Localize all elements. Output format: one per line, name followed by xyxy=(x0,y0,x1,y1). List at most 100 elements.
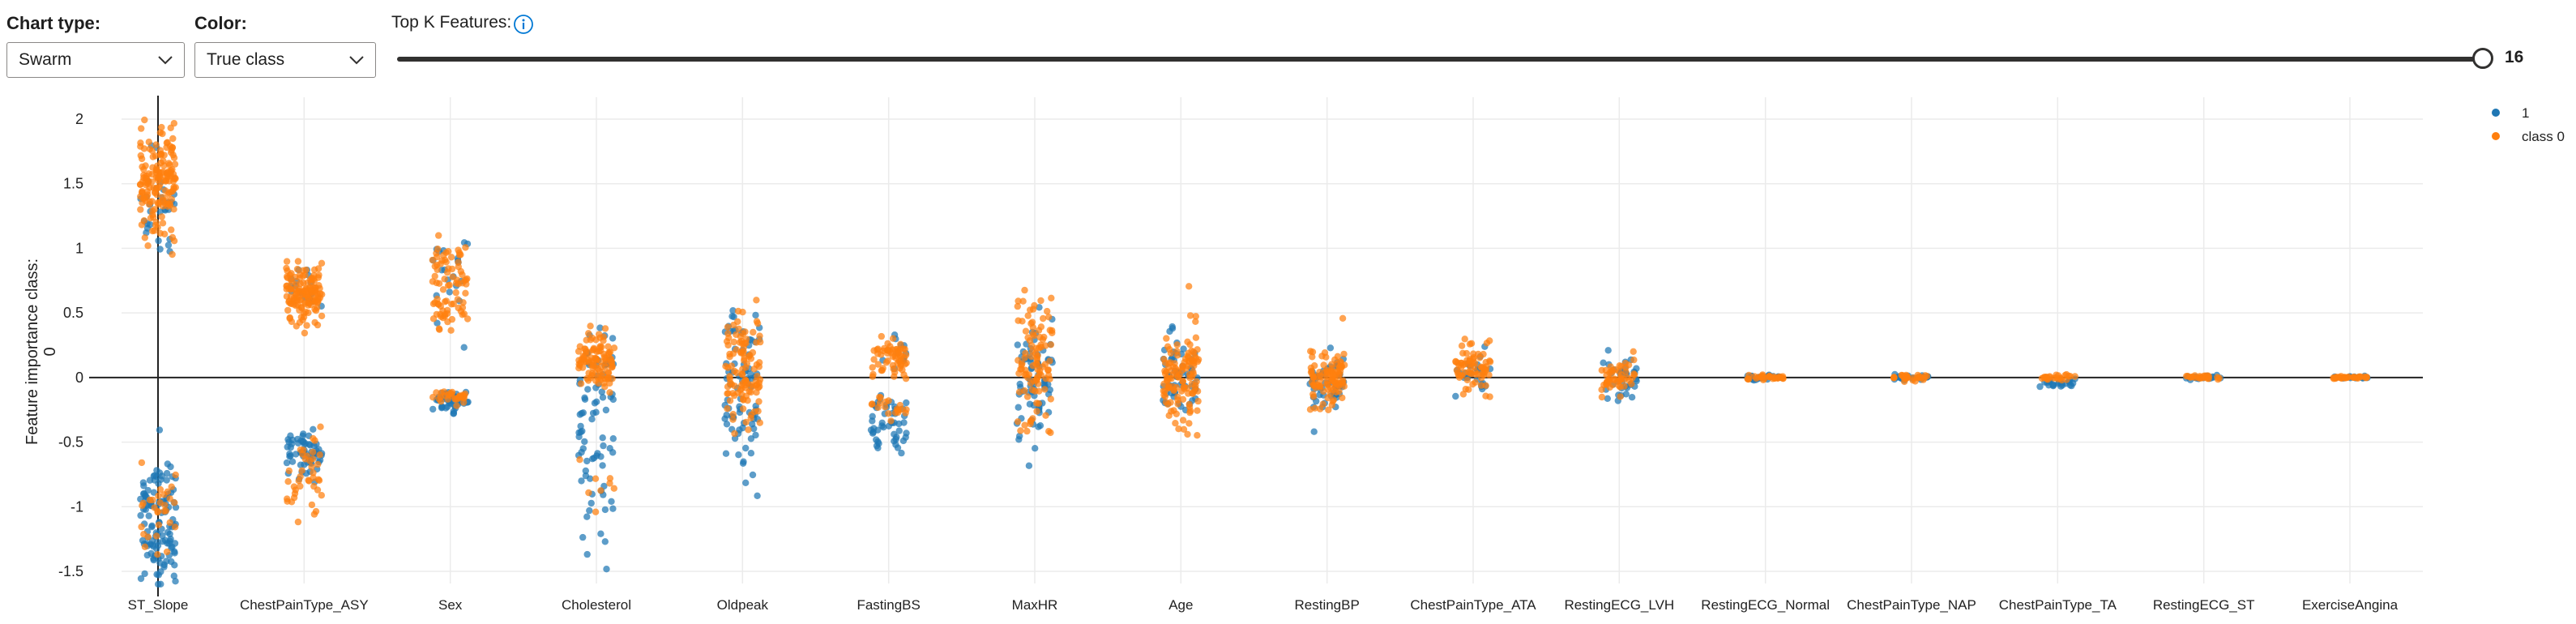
color-dropdown[interactable]: True class xyxy=(194,42,376,78)
legend-label[interactable]: 1 xyxy=(2522,105,2529,121)
data-point-class-0 xyxy=(869,364,876,371)
data-point-class-0 xyxy=(1776,373,1784,381)
data-point-class-1 xyxy=(288,458,297,465)
data-point-class-0 xyxy=(731,383,738,390)
data-point-class-1 xyxy=(578,448,585,456)
data-point-class-0 xyxy=(290,297,298,305)
data-point-class-1 xyxy=(157,476,164,483)
data-point-class-0 xyxy=(1483,340,1491,347)
data-point-class-1 xyxy=(168,558,175,566)
data-point-class-0 xyxy=(437,310,444,318)
top-k-slider-thumb[interactable] xyxy=(2472,48,2493,69)
data-point-class-0 xyxy=(157,150,165,158)
data-point-class-0 xyxy=(441,298,449,306)
data-point-class-1 xyxy=(172,578,179,585)
data-point-class-0 xyxy=(587,323,594,330)
data-point-class-1 xyxy=(754,492,761,499)
data-point-class-0 xyxy=(1765,373,1772,381)
data-point-class-0 xyxy=(154,508,161,516)
data-point-class-0 xyxy=(1045,314,1053,321)
data-point-class-0 xyxy=(1901,378,1908,386)
data-point-class-1 xyxy=(752,311,759,319)
data-point-class-0 xyxy=(168,483,175,490)
data-point-class-1 xyxy=(587,499,595,507)
data-point-class-1 xyxy=(583,550,591,558)
data-point-class-0 xyxy=(1042,412,1049,419)
y-tick-label: 2 xyxy=(75,111,83,127)
data-point-class-0 xyxy=(891,369,899,376)
x-tick-label: ChestPainType_ATA xyxy=(1410,597,1536,613)
top-k-slider-track[interactable] xyxy=(397,57,2484,62)
data-point-class-0 xyxy=(1015,297,1022,305)
data-point-class-0 xyxy=(161,502,169,509)
data-point-class-0 xyxy=(596,358,604,365)
data-point-class-0 xyxy=(310,434,317,442)
data-point-class-0 xyxy=(1316,405,1324,412)
data-point-class-0 xyxy=(878,332,886,340)
data-point-class-0 xyxy=(152,219,160,226)
data-point-class-0 xyxy=(1024,312,1032,319)
swarm-chart: 2 1.5 1 0.5 0 -0.5 -1 -1.5 ST_Slope ChestPainType… xyxy=(23,96,2565,613)
data-point-class-0 xyxy=(1172,420,1179,427)
data-point-class-0 xyxy=(1311,362,1318,370)
data-point-class-0 xyxy=(1186,312,1194,319)
data-point-class-1 xyxy=(310,442,318,450)
data-point-class-0 xyxy=(144,533,152,541)
legend[interactable]: 1 class 0 xyxy=(2492,105,2565,144)
data-point-class-1 xyxy=(141,570,148,578)
data-point-class-1 xyxy=(1180,345,1187,353)
data-point-class-0 xyxy=(316,284,323,293)
data-point-class-0 xyxy=(1163,335,1170,342)
data-point-class-0 xyxy=(316,451,323,459)
data-point-class-0 xyxy=(889,353,896,361)
data-point-class-1 xyxy=(588,416,596,423)
data-point-class-0 xyxy=(148,178,156,186)
data-point-class-0 xyxy=(310,482,318,490)
data-point-class-0 xyxy=(1477,382,1485,389)
data-point-class-0 xyxy=(1046,357,1053,365)
data-point-class-0 xyxy=(874,361,882,368)
data-point-class-0 xyxy=(606,348,614,356)
data-point-class-0 xyxy=(158,123,165,131)
data-point-class-0 xyxy=(2345,374,2352,381)
chart-type-dropdown[interactable]: Swarm xyxy=(6,42,185,78)
data-point-class-0 xyxy=(1909,374,1917,382)
x-tick-label: RestingECG_Normal xyxy=(1701,597,1830,613)
data-point-class-1 xyxy=(1326,344,1335,352)
data-point-class-0 xyxy=(433,279,440,287)
data-point-class-0 xyxy=(171,499,178,506)
info-icon[interactable] xyxy=(513,14,534,35)
data-point-class-0 xyxy=(1309,353,1316,361)
data-point-class-0 xyxy=(146,145,153,152)
axis-labels: 2 1.5 1 0.5 0 -0.5 -1 -1.5 ST_Slope ChestPainType… xyxy=(23,111,2399,613)
data-point-class-1 xyxy=(874,426,882,434)
data-point-class-1 xyxy=(608,498,615,505)
data-point-class-0 xyxy=(310,511,318,518)
data-point-class-0 xyxy=(585,330,592,337)
data-point-class-0 xyxy=(149,227,156,235)
data-point-class-1 xyxy=(591,400,599,407)
data-point-class-1 xyxy=(586,506,593,515)
data-point-class-0 xyxy=(1598,393,1606,401)
data-point-class-0 xyxy=(1615,368,1623,375)
data-point-class-1 xyxy=(164,241,173,249)
data-point-class-0 xyxy=(1179,395,1187,403)
data-point-class-0 xyxy=(1472,368,1479,375)
x-tick-label: RestingECG_LVH xyxy=(1564,597,1674,613)
data-point-class-0 xyxy=(757,338,764,346)
data-point-class-0 xyxy=(1192,318,1199,325)
data-point-class-0 xyxy=(310,474,317,481)
data-point-class-0 xyxy=(284,495,291,502)
data-point-class-0 xyxy=(885,397,892,404)
data-point-class-0 xyxy=(156,129,164,136)
x-tick-label: Sex xyxy=(438,597,463,613)
data-point-class-1 xyxy=(286,450,293,458)
data-point-class-0 xyxy=(154,551,161,558)
legend-label[interactable]: class 0 xyxy=(2522,129,2565,144)
data-point-class-0 xyxy=(1049,327,1056,335)
data-point-class-0 xyxy=(1026,337,1034,344)
data-point-class-1 xyxy=(139,479,147,486)
data-point-class-0 xyxy=(1040,314,1047,323)
data-point-class-0 xyxy=(1021,286,1028,294)
data-point-class-1 xyxy=(137,575,145,583)
